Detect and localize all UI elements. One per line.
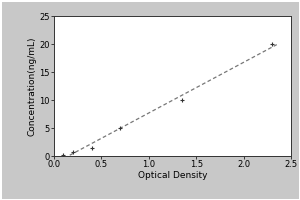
Y-axis label: Concentration(ng/mL): Concentration(ng/mL): [28, 36, 37, 136]
X-axis label: Optical Density: Optical Density: [138, 171, 207, 180]
